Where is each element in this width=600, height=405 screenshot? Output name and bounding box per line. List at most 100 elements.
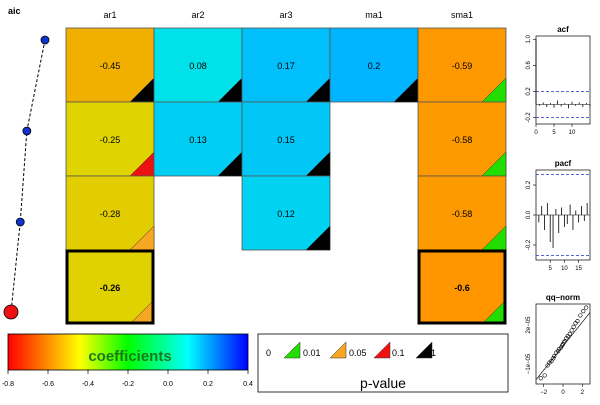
qq-point — [561, 340, 567, 345]
qq-reference-line — [535, 312, 591, 380]
pvalue-legend-triangle — [373, 341, 391, 359]
pvalue-legend-label: 0.1 — [392, 348, 405, 358]
cell-value: -0.58 — [452, 135, 473, 145]
qq-point — [584, 305, 589, 310]
pvalue-legend-triangle — [329, 341, 347, 359]
x-tick-label: 15 — [575, 266, 582, 272]
qq-point — [581, 309, 586, 314]
x-tick-label: 5 — [552, 130, 556, 136]
y-tick-label: 0.0 — [526, 210, 532, 219]
pvalue-legend-triangle — [283, 341, 301, 359]
qq-panel: qq–norm −2 0 2 2e−05 −1e−05 — [526, 293, 591, 396]
colorbar-tick-label: -0.2 — [122, 381, 134, 388]
aic-point — [22, 126, 32, 136]
pvalue-legend: p-value 0 0.01 0.05 0.1 1 — [257, 333, 509, 393]
qq-point — [558, 345, 564, 350]
cell-value: -0.45 — [100, 61, 121, 71]
cell-sma1-row-2: -0.58 — [417, 101, 507, 177]
x-tick-label: 5 — [549, 266, 553, 272]
cell-ar3-row-2: 0.15 — [241, 101, 331, 177]
cell-ar2-row-2: 0.13 — [153, 101, 243, 177]
column-labels: ar1 ar2 ar3 ma1 sma1 — [103, 10, 473, 20]
y-tick-label: 0.2 — [526, 87, 532, 96]
x-tick-label: 2 — [581, 390, 585, 396]
panel-frame — [535, 35, 591, 125]
cell-background — [65, 101, 155, 177]
x-tick-label: 0 — [534, 130, 538, 136]
column-label-ar3: ar3 — [279, 10, 292, 20]
qq-point — [569, 328, 574, 333]
aic-line — [10, 39, 46, 313]
cell-ar2-row-1: 0.08 — [153, 27, 243, 103]
aic-point — [3, 304, 19, 320]
cell-background — [153, 101, 243, 177]
panel-title: pacf — [555, 159, 572, 168]
colorbar-tick-label: -0.8 — [2, 381, 14, 388]
y-tick-label: 0.6 — [526, 61, 532, 70]
cell-value: -0.6 — [454, 283, 470, 293]
qq-point — [575, 319, 580, 324]
cell-value: -0.25 — [100, 135, 121, 145]
cell-value: 0.15 — [277, 135, 295, 145]
colorbar-tick-label: -0.4 — [82, 381, 94, 388]
cell-ar1-row-3: -0.28 — [65, 175, 155, 251]
y-tick-label: 1.0 — [526, 34, 532, 43]
colorbar-tick-label: 0.4 — [243, 381, 253, 388]
qq-point — [545, 363, 550, 368]
qq-point — [542, 373, 547, 378]
cell-value: -0.26 — [100, 283, 121, 293]
column-label-ar2: ar2 — [191, 10, 204, 20]
cell-background — [241, 101, 331, 177]
y-tick-label: -0.2 — [526, 239, 532, 250]
column-label-sma1: sma1 — [451, 10, 473, 20]
qq-point — [564, 336, 569, 341]
cell-value: 0.17 — [277, 61, 295, 71]
cell-ar3-row-1: 0.17 — [241, 27, 331, 103]
qq-point — [551, 356, 556, 361]
y-tick-label: −1e−05 — [526, 353, 532, 374]
acf-panel: acf 1.0 0.6 0.2 -0.2 0 5 10 — [526, 25, 591, 136]
qq-point — [538, 376, 543, 381]
panel-title: qq–norm — [546, 293, 580, 302]
cell-background — [417, 249, 507, 325]
qq-point — [578, 313, 583, 318]
cell-value: -0.28 — [100, 209, 121, 219]
aic-point — [15, 217, 25, 227]
selected-model-border — [65, 249, 155, 325]
panel-title: acf — [557, 25, 569, 34]
qq-point — [556, 349, 561, 354]
colorbar-tick-label: -0.6 — [42, 381, 54, 388]
cell-background — [417, 101, 507, 177]
cell-value: 0.2 — [368, 61, 381, 71]
cell-sma1-row-1: -0.59 — [417, 27, 507, 103]
cell-ma1-row-1: 0.2 — [329, 27, 419, 103]
selected-model-border — [417, 249, 507, 325]
pvalue-legend-label: 0.01 — [303, 348, 321, 358]
colorbar-tick-label: 0.0 — [163, 381, 173, 388]
cell-background — [241, 175, 331, 251]
cell-value: -0.59 — [452, 61, 473, 71]
cell-ar3-row-3: 0.12 — [241, 175, 331, 251]
cell-background — [417, 27, 507, 103]
coefficient-grid: -0.45 0.08 0.17 0.2 -0.59 -0.25 0.13 0.15 -0.58 -… — [65, 27, 507, 325]
cell-background — [417, 175, 507, 251]
x-tick-label: −2 — [540, 390, 548, 396]
pvalue-legend-label: 0.05 — [349, 348, 367, 358]
y-tick-label: 0.2 — [526, 180, 532, 189]
pvalue-legend-label: 1 — [431, 348, 436, 358]
qq-point — [552, 354, 557, 359]
y-tick-label: -0.2 — [526, 112, 532, 123]
pvalue-legend-title: p-value — [360, 375, 406, 391]
colorbar-label: coefficients — [88, 348, 171, 365]
qq-point — [567, 331, 572, 337]
y-tick-label: 2e−05 — [526, 316, 532, 334]
column-label-ma1: ma1 — [365, 10, 383, 20]
colorbar-tick-label: 0.2 — [203, 381, 213, 388]
aic-title: aic — [8, 6, 21, 16]
cell-background — [65, 175, 155, 251]
cell-sma1-row-4: -0.6 — [417, 249, 507, 325]
cell-ar1-row-1: -0.45 — [65, 27, 155, 103]
colorbar-bar — [7, 333, 249, 371]
coefficients-colorbar: coefficients -0.8 -0.6 -0.4 -0.2 0.0 0.2 0.4 — [2, 333, 253, 388]
cell-value: 0.13 — [189, 135, 207, 145]
